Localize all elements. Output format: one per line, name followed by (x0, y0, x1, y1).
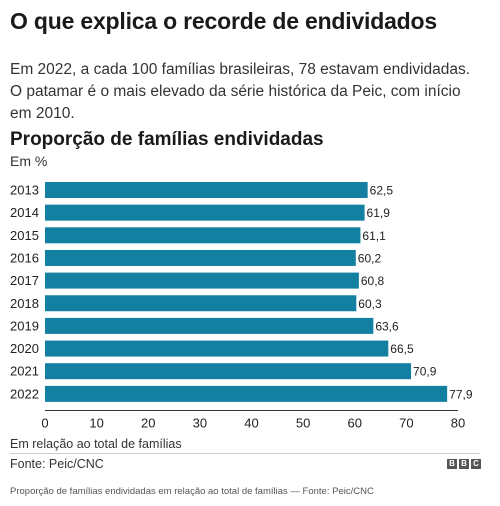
chart-subtitle: Em % (10, 153, 48, 169)
axis-note: Em relação ao total de famílias (10, 437, 182, 451)
year-label: 2021 (10, 364, 39, 379)
x-tick-label: 20 (141, 416, 155, 431)
year-label: 2013 (10, 183, 39, 198)
bbc-logo-letter: C (471, 459, 481, 469)
bbc-logo-letter: B (459, 459, 469, 469)
bar (45, 317, 374, 334)
footer-divider (10, 453, 480, 454)
bar (45, 385, 448, 402)
image-caption: Proporção de famílias endividadas em rel… (10, 486, 374, 497)
bbc-logo-letter: B (447, 459, 457, 469)
value-label: 77,9 (449, 387, 473, 401)
chart-title: Proporção de famílias endividadas (10, 129, 324, 150)
bar (45, 182, 368, 198)
year-label: 2017 (10, 273, 39, 288)
x-tick-label: 30 (193, 416, 207, 431)
x-tick-label: 80 (451, 416, 465, 431)
bar (45, 227, 361, 244)
value-label: 61,9 (367, 206, 391, 220)
value-label: 61,1 (362, 229, 386, 243)
bar (45, 249, 356, 266)
year-label: 2018 (10, 296, 39, 311)
bar (45, 340, 389, 357)
year-label: 2016 (10, 250, 39, 265)
year-label: 2022 (10, 386, 39, 401)
bar (45, 272, 359, 289)
x-tick-label: 70 (399, 416, 413, 431)
headline: O que explica o recorde de endividados (10, 8, 437, 34)
year-label: 2014 (10, 205, 39, 220)
x-tick-label: 50 (296, 416, 310, 431)
bar (45, 363, 412, 380)
value-label: 60,8 (361, 274, 385, 288)
year-label: 2020 (10, 341, 39, 356)
year-label: 2015 (10, 228, 39, 243)
bar (45, 204, 365, 221)
value-label: 60,3 (358, 297, 382, 311)
year-label: 2019 (10, 318, 39, 333)
source-credit: Fonte: Peic/CNC (10, 457, 104, 471)
value-label: 66,5 (390, 342, 414, 356)
bbc-logo: B B C (447, 459, 481, 469)
value-label: 60,2 (358, 251, 382, 265)
x-tick-label: 0 (41, 416, 48, 431)
value-label: 63,6 (375, 319, 399, 333)
x-tick-label: 40 (244, 416, 258, 431)
value-label: 70,9 (413, 365, 437, 379)
bar (45, 295, 357, 312)
standfirst: Em 2022, a cada 100 famílias brasileiras… (10, 61, 471, 122)
x-tick-label: 60 (348, 416, 362, 431)
bar-chart: 2013 62,5 2014 61,9 2015 61,1 2016 60,2 2017 60,8… (10, 182, 474, 431)
x-tick-label: 10 (89, 416, 103, 431)
value-label: 62,5 (370, 184, 394, 198)
